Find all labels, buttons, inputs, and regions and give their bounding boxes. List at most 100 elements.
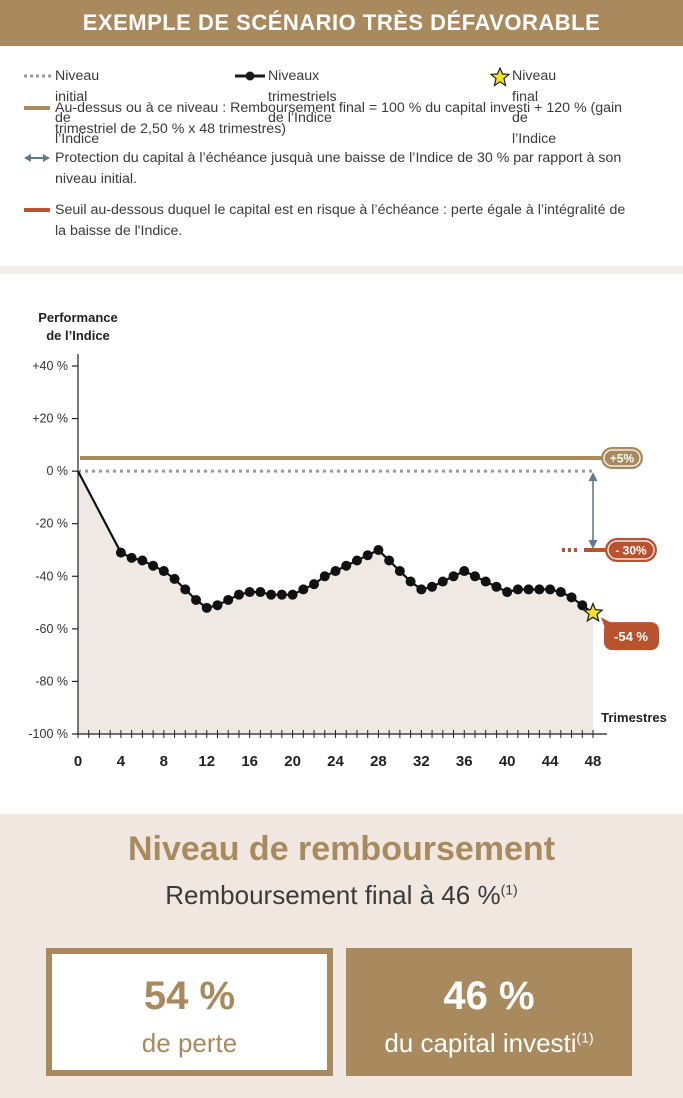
final-callout <box>604 622 659 651</box>
y-tick-label: -60 % <box>35 622 68 636</box>
data-point <box>512 584 523 595</box>
chart-panel: Performance de l’Indice +40 % +20 % 0 % -20… <box>0 274 683 814</box>
data-point <box>309 579 320 590</box>
legend-label-quarterly: Niveaux trimestriels de l’Indice <box>268 68 337 126</box>
data-point <box>115 547 126 558</box>
data-point <box>491 581 502 592</box>
y-tick-label: -40 % <box>35 569 68 583</box>
y-tick-label: +20 % <box>32 412 68 426</box>
final-star-icon <box>582 601 604 623</box>
legend: Niveau initial de l’Indice Niveaux trime… <box>0 46 683 266</box>
data-point <box>244 587 255 598</box>
x-tick-label: 20 <box>284 753 301 770</box>
data-point <box>180 584 191 595</box>
protection-arrow-up-icon <box>588 472 598 482</box>
x-tick-label: 16 <box>241 753 258 770</box>
reimbursement-subtitle: Remboursement final à 46 %(1) <box>0 880 683 911</box>
data-point <box>341 560 352 571</box>
capital-label-text: du capital investi <box>384 1028 577 1058</box>
page-title: EXEMPLE DE SCÉNARIO TRÈS DÉFAVORABLE <box>0 0 683 46</box>
data-point <box>394 566 405 577</box>
series-line <box>77 470 594 614</box>
legend-label-threshold-2: la baisse de l'Indice. <box>55 223 183 239</box>
final-callout-label: -54 % <box>614 629 648 644</box>
x-axis-title: Trimestres <box>601 710 667 725</box>
data-point <box>126 552 137 563</box>
data-point <box>555 587 566 598</box>
x-tick-label: 44 <box>542 753 559 770</box>
protection-badge <box>605 538 657 562</box>
legend-label-protection-1: Protection du capital à l’échéance jusqu… <box>55 150 622 166</box>
data-point <box>158 566 169 577</box>
y-tick-label: -20 % <box>35 517 68 531</box>
x-tick-label: 8 <box>160 753 168 770</box>
data-point <box>534 584 545 595</box>
data-point <box>330 566 341 577</box>
data-point <box>255 587 266 598</box>
reimbursement-panel: Niveau de remboursement Remboursement fi… <box>0 814 683 1098</box>
red-line-icon <box>24 208 50 212</box>
data-point <box>545 584 556 595</box>
data-point <box>577 600 588 611</box>
data-point <box>212 600 223 611</box>
line-with-dot-icon <box>235 71 265 81</box>
data-point <box>362 550 373 561</box>
dotted-line-icon <box>24 74 52 78</box>
final-callout-pointer <box>601 617 612 632</box>
data-point <box>148 560 159 571</box>
legend-label-protection-2: niveau initial. <box>55 171 138 187</box>
data-point <box>191 594 202 605</box>
data-point <box>319 571 330 582</box>
section-divider <box>0 266 683 274</box>
data-point <box>523 584 534 595</box>
x-tick-label: 28 <box>370 753 387 770</box>
data-point <box>566 592 577 603</box>
reimbursement-footnote: (1) <box>500 881 518 898</box>
reimbursement-badge-ring <box>603 449 641 467</box>
data-point <box>223 594 234 605</box>
x-tick-label: 48 <box>585 753 602 770</box>
data-point <box>276 589 287 600</box>
data-point <box>351 555 362 566</box>
reimbursement-title: Niveau de remboursement <box>127 830 556 868</box>
y-tick-label: -100 % <box>28 727 68 741</box>
data-point <box>437 576 448 587</box>
data-point <box>502 587 513 598</box>
data-point <box>405 576 416 587</box>
x-tick-label: 32 <box>413 753 430 770</box>
data-point <box>469 571 480 582</box>
y-tick-label: +40 % <box>32 359 68 373</box>
protection-arrow-down-icon <box>588 540 598 549</box>
data-point <box>233 589 244 600</box>
y-axis-title-line1: Performance <box>38 310 117 325</box>
y-axis-title-line2: de l’Indice <box>46 328 110 343</box>
capital-label: du capital investi(1) <box>346 1028 632 1059</box>
y-tick-label: -80 % <box>35 674 68 688</box>
star-icon <box>490 67 510 87</box>
x-tick-label: 4 <box>117 753 126 770</box>
legend-label-initial: Niveau initial de l’Indice <box>55 68 100 147</box>
data-point <box>201 602 212 613</box>
data-point <box>373 545 384 555</box>
data-point <box>416 584 427 595</box>
legend-label-final: Niveau final de l’Indice <box>512 68 557 147</box>
data-point <box>137 555 148 566</box>
data-point <box>384 555 395 566</box>
reimbursement-subtitle-text: Remboursement final à 46 % <box>165 880 501 910</box>
double-arrow-icon <box>24 154 50 162</box>
loss-value: 54 % <box>143 974 236 1018</box>
x-tick-label: 40 <box>499 753 516 770</box>
capital-footnote: (1) <box>576 1029 594 1046</box>
x-tick-label: 0 <box>74 753 82 770</box>
data-point <box>287 589 298 600</box>
data-point <box>169 573 180 584</box>
data-point <box>459 566 470 577</box>
x-tick-label: 24 <box>327 753 344 770</box>
legend-label-above-level-1: Au-dessus ou à ce niveau : Remboursement… <box>55 100 623 116</box>
x-tick-label: 12 <box>198 753 215 770</box>
data-point <box>448 571 459 582</box>
loss-label: de perte <box>141 1028 238 1058</box>
legend-label-above-level-2: trimestriel de 2,50 % x 48 trimestres) <box>55 121 287 137</box>
loss-box: 54 % de perte <box>46 948 333 1076</box>
protection-badge-label: - 30% <box>615 544 647 558</box>
